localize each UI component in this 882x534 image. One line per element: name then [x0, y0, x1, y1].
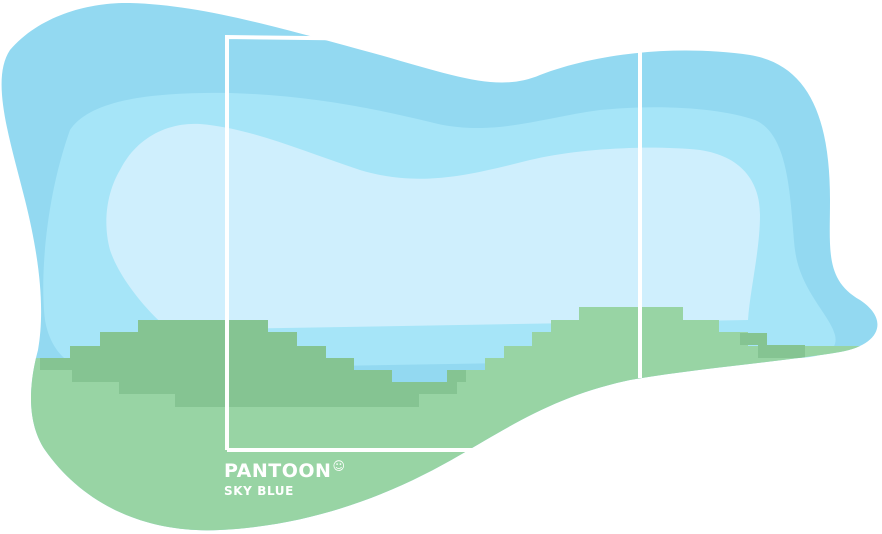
- brand-name-row: PANTOON ☺: [224, 459, 346, 482]
- brand-name: PANTOON: [224, 460, 332, 482]
- brand-label: PANTOON ☺ SKY BLUE: [224, 459, 346, 498]
- color-name: SKY BLUE: [224, 484, 294, 498]
- pantone-frame: [225, 34, 642, 452]
- grass-shadow-right: [740, 333, 767, 345]
- grass-shadow-right-low: [758, 345, 805, 358]
- grass-shadow: [40, 320, 466, 407]
- sky-layer-inner: [106, 123, 760, 330]
- smiley-icon: ☺: [332, 459, 346, 473]
